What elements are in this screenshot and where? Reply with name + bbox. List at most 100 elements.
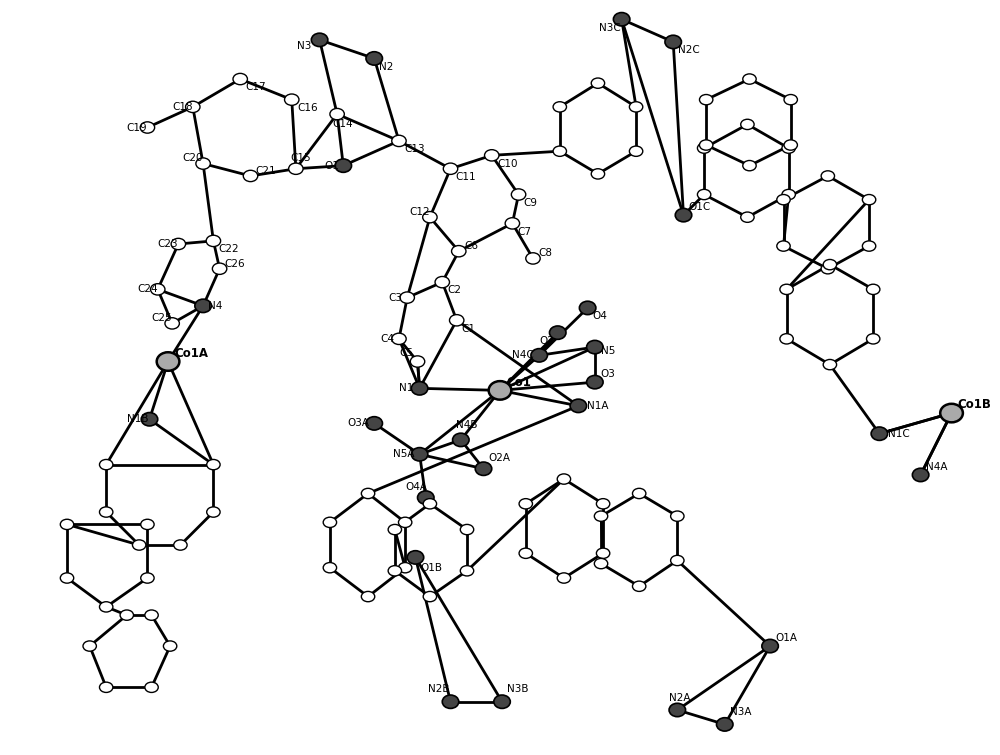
Ellipse shape	[505, 217, 520, 229]
Ellipse shape	[632, 488, 646, 498]
Text: C17: C17	[245, 82, 266, 92]
Ellipse shape	[862, 241, 876, 251]
Ellipse shape	[207, 507, 220, 517]
Ellipse shape	[120, 610, 134, 621]
Text: C5: C5	[399, 348, 413, 359]
Text: O3: O3	[600, 369, 615, 379]
Ellipse shape	[697, 190, 711, 199]
Ellipse shape	[132, 540, 146, 550]
Ellipse shape	[366, 417, 382, 430]
Ellipse shape	[553, 102, 566, 112]
Ellipse shape	[596, 498, 610, 509]
Text: O2: O2	[539, 336, 554, 346]
Text: C10: C10	[497, 159, 517, 168]
Ellipse shape	[442, 695, 459, 708]
Ellipse shape	[196, 158, 210, 169]
Ellipse shape	[388, 565, 402, 576]
Ellipse shape	[596, 548, 610, 559]
Text: N5A: N5A	[393, 449, 414, 459]
Text: C1: C1	[462, 324, 476, 334]
Ellipse shape	[557, 474, 571, 484]
Ellipse shape	[207, 460, 220, 470]
Text: N2: N2	[379, 62, 394, 72]
Text: C23: C23	[158, 239, 178, 249]
Text: C6: C6	[464, 241, 478, 251]
Ellipse shape	[743, 161, 756, 171]
Text: C19: C19	[127, 122, 147, 132]
Ellipse shape	[460, 565, 474, 576]
Ellipse shape	[83, 641, 96, 652]
Ellipse shape	[823, 260, 837, 270]
Ellipse shape	[460, 525, 474, 535]
Ellipse shape	[782, 190, 795, 199]
Ellipse shape	[632, 581, 646, 591]
Ellipse shape	[145, 682, 158, 692]
Text: C16: C16	[297, 103, 318, 113]
Text: N3: N3	[297, 41, 311, 51]
Ellipse shape	[557, 573, 571, 583]
Ellipse shape	[912, 468, 929, 482]
Ellipse shape	[285, 94, 299, 106]
Ellipse shape	[743, 74, 756, 85]
Text: N5: N5	[601, 347, 615, 356]
Ellipse shape	[519, 498, 532, 509]
Text: C2: C2	[447, 285, 461, 295]
Text: Co1A: Co1A	[174, 347, 208, 360]
Ellipse shape	[141, 519, 154, 529]
Ellipse shape	[784, 94, 797, 105]
Text: C8: C8	[538, 248, 552, 258]
Text: O1: O1	[325, 161, 340, 171]
Ellipse shape	[782, 143, 795, 153]
Ellipse shape	[233, 73, 247, 85]
Text: C11: C11	[456, 172, 476, 182]
Text: O2A: O2A	[489, 454, 511, 464]
Ellipse shape	[145, 610, 158, 621]
Ellipse shape	[423, 591, 437, 602]
Ellipse shape	[60, 573, 74, 583]
Ellipse shape	[475, 462, 492, 476]
Ellipse shape	[485, 149, 499, 161]
Text: N2B: N2B	[428, 684, 449, 695]
Ellipse shape	[60, 519, 74, 529]
Text: O4: O4	[593, 311, 608, 321]
Text: C15: C15	[291, 153, 311, 163]
Ellipse shape	[780, 284, 793, 294]
Ellipse shape	[519, 548, 532, 559]
Ellipse shape	[140, 122, 155, 133]
Ellipse shape	[549, 326, 566, 339]
Text: N3A: N3A	[730, 707, 751, 717]
Ellipse shape	[665, 35, 681, 48]
Text: N1B: N1B	[127, 414, 148, 424]
Ellipse shape	[511, 189, 526, 200]
Text: C22: C22	[219, 244, 239, 254]
Ellipse shape	[494, 695, 510, 708]
Ellipse shape	[762, 639, 778, 653]
Ellipse shape	[423, 211, 437, 223]
Ellipse shape	[613, 13, 630, 26]
Text: C20: C20	[182, 153, 203, 163]
Text: N4C: N4C	[512, 350, 534, 360]
Ellipse shape	[594, 511, 608, 521]
Ellipse shape	[407, 550, 424, 564]
Text: N3C: N3C	[599, 23, 621, 32]
Ellipse shape	[591, 168, 605, 179]
Ellipse shape	[629, 146, 643, 156]
Ellipse shape	[212, 263, 227, 274]
Ellipse shape	[489, 381, 511, 399]
Text: O1C: O1C	[689, 202, 711, 212]
Ellipse shape	[699, 94, 713, 105]
Ellipse shape	[866, 334, 880, 344]
Ellipse shape	[392, 135, 406, 146]
Text: C25: C25	[152, 313, 172, 323]
Text: C9: C9	[524, 198, 538, 208]
Ellipse shape	[398, 562, 412, 573]
Ellipse shape	[452, 245, 466, 257]
Ellipse shape	[361, 591, 375, 602]
Ellipse shape	[392, 333, 406, 344]
Ellipse shape	[671, 511, 684, 521]
Ellipse shape	[531, 349, 547, 362]
Ellipse shape	[453, 433, 469, 446]
Text: C3: C3	[389, 293, 403, 303]
Ellipse shape	[699, 140, 713, 150]
Ellipse shape	[361, 488, 375, 498]
